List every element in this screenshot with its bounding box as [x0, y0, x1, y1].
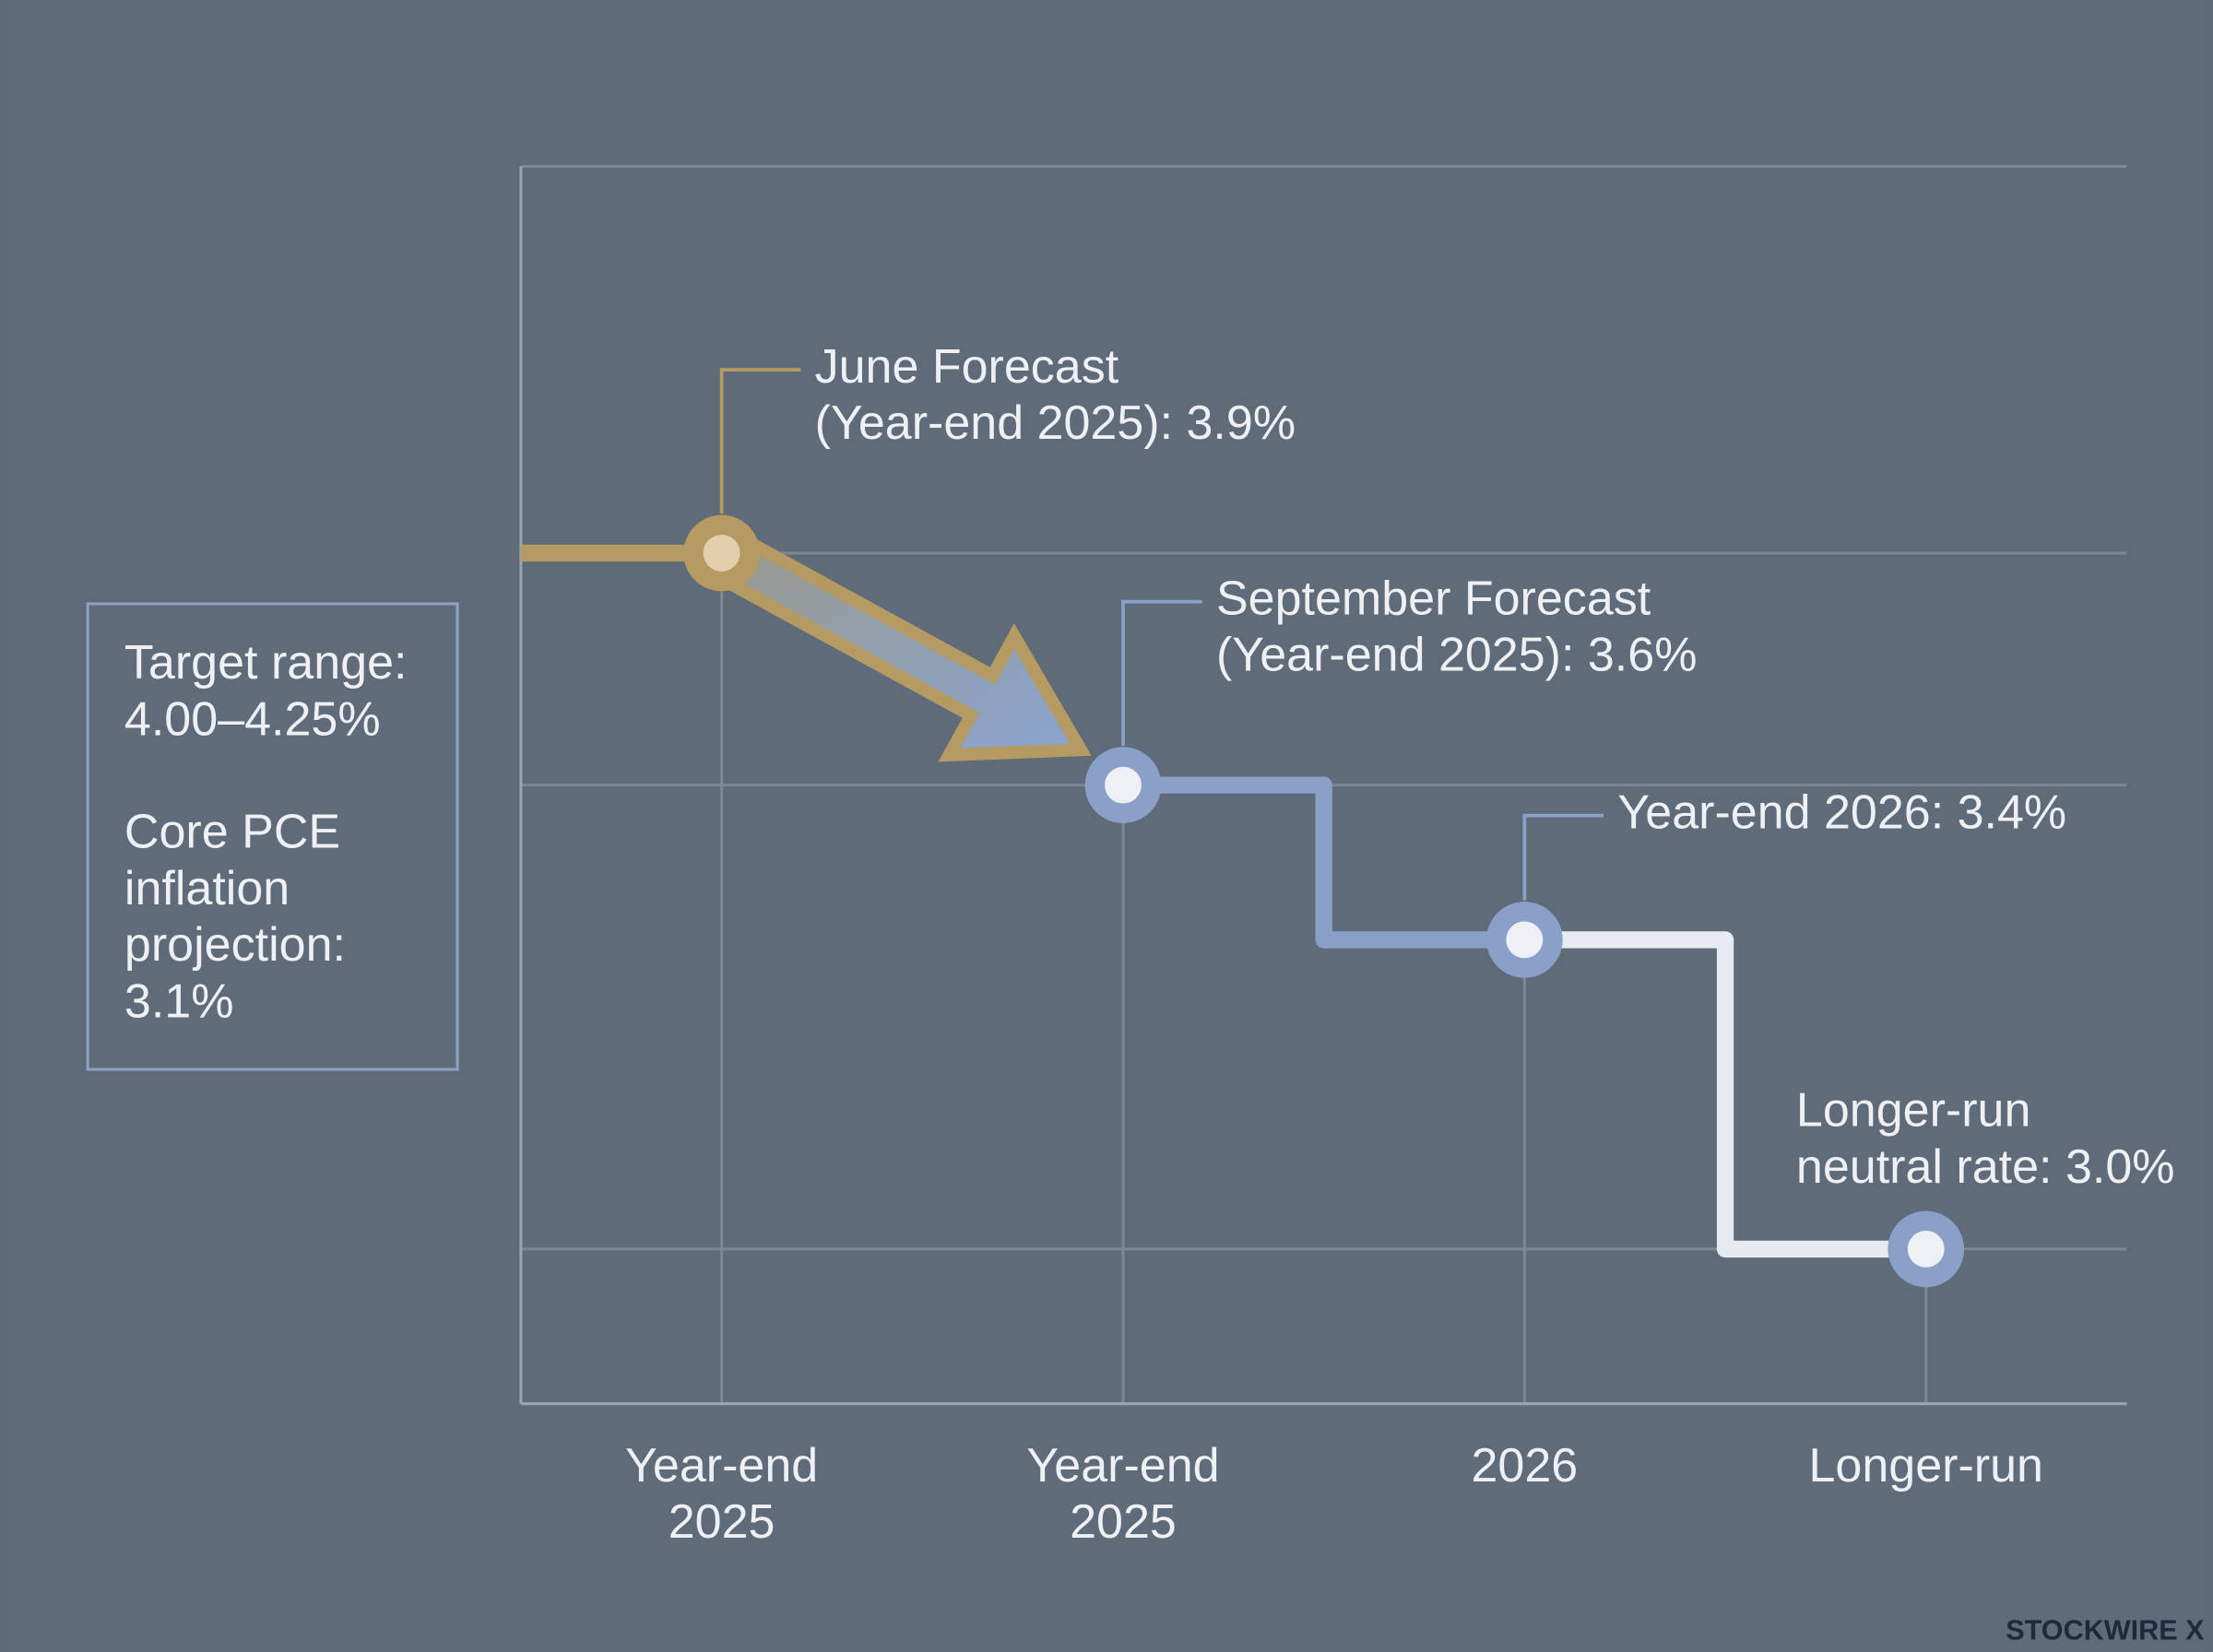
- x-tick-label: Year-end 2025: [624, 1438, 819, 1550]
- annotation: (Year-end 2025): 3.6%: [1216, 629, 1697, 682]
- leader-line: [1121, 599, 1202, 746]
- info-text: Target range: 4.00–4.25%: [124, 636, 408, 747]
- info-box: Target range: 4.00–4.25% Core PCE inflat…: [124, 636, 408, 1029]
- line-segment: [1524, 931, 1926, 1258]
- point: [1084, 747, 1162, 823]
- annotation: June Forecast: [815, 340, 1119, 394]
- point: [1486, 902, 1563, 978]
- info-text: Core PCE inflation projection: 3.1%: [124, 805, 346, 1029]
- x-tick-label: Longer-run: [1808, 1438, 2044, 1493]
- x-tick: Longer-run: [1808, 1438, 2044, 1493]
- point-marker: [1486, 902, 1563, 978]
- point: [683, 514, 760, 592]
- point-marker: [1888, 1210, 1965, 1288]
- x-tick-label: 2026: [1471, 1438, 1579, 1493]
- point-marker: [683, 514, 760, 592]
- point: [1888, 1210, 1965, 1288]
- line-segment: [1122, 776, 1525, 949]
- leader-line: [719, 368, 801, 514]
- annotation: neutral rate: 3.0%: [1796, 1140, 2175, 1194]
- x-tick: Year-end 2025: [624, 1438, 819, 1550]
- x-tick-label: Year-end 2025: [1026, 1438, 1220, 1550]
- point-marker: [1084, 747, 1162, 823]
- change-arrow: [702, 525, 1092, 762]
- annotation: Longer-run: [1796, 1084, 2030, 1138]
- annotation: (Year-end 2025): 3.9%: [815, 396, 1296, 450]
- watermark: STOCKWIRE X: [2006, 1615, 2205, 1646]
- leader-line: [1522, 813, 1604, 901]
- annotation: September Forecast: [1216, 572, 1651, 625]
- x-tick: Year-end 2025: [1026, 1438, 1220, 1550]
- x-tick: 2026: [1471, 1438, 1579, 1493]
- info-box-frame: [86, 602, 459, 1071]
- annotation: Year-end 2026: 3.4%: [1617, 785, 2066, 839]
